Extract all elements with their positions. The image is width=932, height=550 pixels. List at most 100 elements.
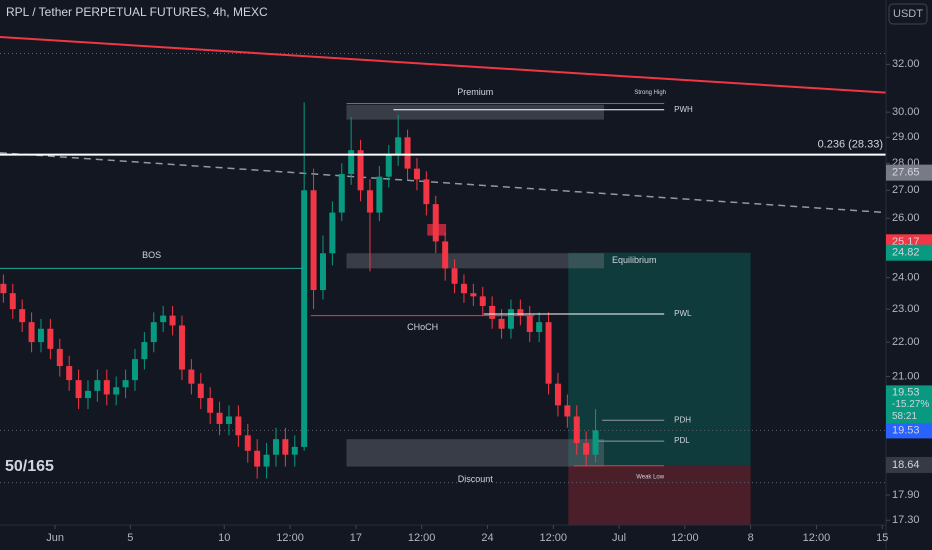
y-tick-label: 17.30: [892, 514, 920, 526]
last-price-value: 19.53: [892, 386, 920, 398]
y-tick-label: 24.00: [892, 271, 920, 283]
candle-body: [235, 416, 242, 436]
price-tag: [886, 456, 932, 473]
candle-body: [56, 348, 63, 367]
trendline: [0, 36, 886, 94]
price-tag-label: 18.64: [892, 459, 920, 471]
zone: [346, 439, 605, 467]
x-tick-label: 12:00: [671, 532, 699, 544]
candle-body: [573, 416, 580, 444]
y-tick-label: 27.00: [892, 184, 920, 196]
last-price-change: -15.27%: [892, 399, 929, 410]
candle-body: [319, 253, 326, 291]
y-tick-label: 17.90: [892, 489, 920, 501]
candle-body: [47, 328, 54, 349]
candle-body: [66, 366, 73, 381]
currency-label[interactable]: USDT: [893, 8, 923, 20]
candle-body: [583, 443, 590, 455]
level-label: PWH: [674, 105, 693, 114]
last-price-tag: [886, 385, 932, 424]
price-tag-label: 24.82: [892, 247, 920, 259]
candle-body: [225, 416, 232, 424]
currency-button[interactable]: [888, 3, 928, 25]
axes: 32.0030.0029.0028.0027.0026.0024.0023.00…: [46, 58, 932, 544]
candle-body: [517, 309, 524, 316]
level-label: CHoCH: [407, 322, 438, 332]
zone-label: Discount: [458, 474, 494, 484]
candle-body: [178, 325, 185, 370]
candle-body: [216, 412, 223, 424]
candle-body: [451, 268, 458, 284]
x-tick-label: 10: [218, 532, 230, 544]
level-label: PWL: [674, 309, 692, 318]
y-tick-label: 26.00: [892, 212, 920, 224]
position-loss: [568, 464, 751, 525]
candle-body: [9, 293, 16, 310]
candle-body: [169, 315, 176, 326]
x-tick-label: 15: [876, 532, 888, 544]
candle-body: [413, 168, 420, 180]
x-tick-label: 12:00: [539, 532, 567, 544]
candle-body: [366, 190, 373, 213]
x-tick-label: 5: [127, 532, 133, 544]
zone: [346, 253, 605, 269]
zone-label: Equilibrium: [612, 255, 657, 265]
level-label: PDL: [674, 436, 690, 445]
zone-label: Premium: [457, 87, 493, 97]
candle-body: [28, 322, 35, 343]
candle-body: [103, 380, 110, 395]
y-tick-label: 32.00: [892, 58, 920, 70]
chart-title: RPL / Tether PERPETUAL FUTURES, 4h, MEXC: [6, 5, 268, 19]
candle-body: [19, 309, 26, 323]
candle-body: [404, 137, 411, 169]
plot-area: Premium Equilibrium Discount 0.236 (28.33) S…: [0, 36, 886, 525]
candle-body: [460, 283, 467, 294]
candle-body: [75, 380, 82, 399]
candle-body: [592, 430, 599, 455]
zone: [346, 104, 605, 120]
x-tick-label: 12:00: [803, 532, 831, 544]
candle-body: [554, 383, 561, 406]
trendline: [0, 152, 886, 214]
candle-body: [113, 387, 120, 395]
candle-body: [564, 405, 571, 417]
candle-body: [291, 446, 298, 455]
last-price-countdown: 58:21: [892, 411, 917, 422]
candle-body: [84, 390, 91, 399]
candle-body: [423, 179, 430, 205]
position-profit: [568, 252, 751, 465]
candle-body: [545, 322, 552, 384]
y-tick-label: 22.00: [892, 336, 920, 348]
candle-body: [141, 342, 148, 360]
level-label: Weak Low: [636, 474, 665, 480]
x-tick-label: 24: [481, 532, 493, 544]
x-tick-label: 12:00: [408, 532, 436, 544]
candle-body: [131, 359, 138, 381]
candle-body: [395, 137, 402, 156]
level-label: PDH: [674, 415, 691, 424]
price-tag-label: 27.65: [892, 167, 920, 179]
candle-body: [479, 296, 486, 306]
candle-body: [272, 439, 279, 455]
candle-body: [207, 398, 214, 413]
candle-body: [470, 293, 477, 297]
candle-body: [122, 380, 129, 388]
candle-body: [188, 369, 195, 384]
candle-body: [197, 383, 204, 399]
candle-body: [150, 322, 157, 343]
price-tag: [886, 422, 932, 439]
candle-body: [244, 435, 251, 451]
candle-body: [526, 315, 533, 333]
candle-body: [310, 190, 317, 291]
y-tick-label: 30.00: [892, 106, 920, 118]
price-tag: [886, 164, 932, 181]
candle-body: [0, 283, 7, 294]
y-tick-label: 23.00: [892, 303, 920, 315]
candle-body: [37, 328, 44, 343]
level-label: 0.236 (28.33): [818, 139, 883, 151]
counter: 50/165: [5, 458, 54, 475]
candle-body: [498, 318, 505, 329]
x-tick-label: Jun: [46, 532, 64, 544]
